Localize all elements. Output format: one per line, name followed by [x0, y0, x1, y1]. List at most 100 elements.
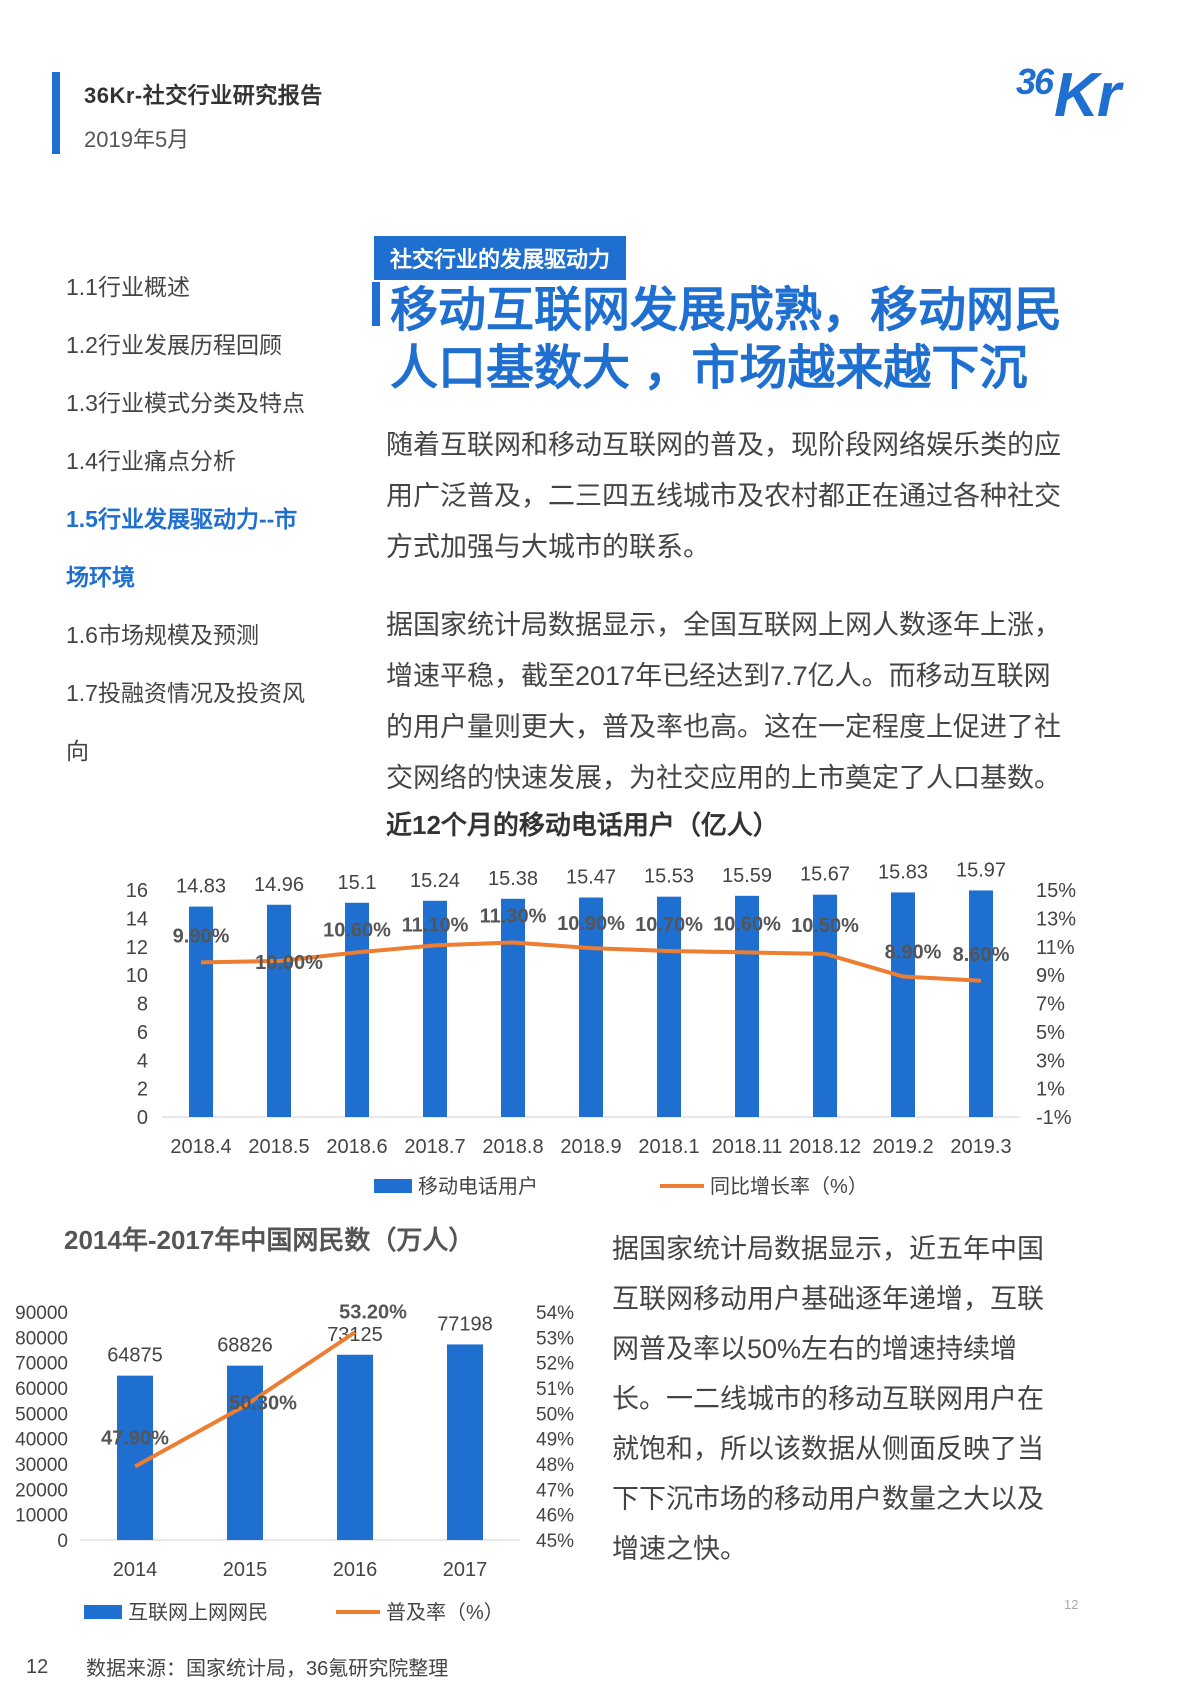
bar-value-label: 73125: [327, 1324, 383, 1346]
line-value-label: 47.90%: [101, 1428, 169, 1450]
bar: [267, 904, 291, 1117]
toc-item[interactable]: 1.2行业发展历程回顾: [66, 332, 282, 358]
y-axis-tick-label: 40000: [15, 1430, 68, 1451]
line-value-label: 10.50%: [791, 915, 859, 937]
toc-item[interactable]: 1.1行业概述: [66, 274, 190, 300]
bar: [657, 896, 681, 1117]
header-accent-bar: [52, 72, 60, 154]
y2-axis-tick-label: 11%: [1036, 937, 1075, 959]
paragraph-line: 长。一二线城市的移动互联网用户在: [612, 1384, 1044, 1414]
toc-item-active[interactable]: 1.5行业发展驱动力--市: [66, 506, 298, 532]
y-axis-tick-label: 30000: [15, 1455, 68, 1476]
bar: [189, 906, 213, 1117]
legend-label: 普及率（%）: [386, 1601, 504, 1624]
bar: [447, 1344, 483, 1540]
y-axis-tick-label: 2: [137, 1079, 148, 1101]
line-series: [200, 940, 982, 983]
paragraph-line: 方式加强与大城市的联系。: [386, 532, 710, 562]
y-axis-tick-label: 20000: [15, 1480, 68, 1501]
bar-value-label: 14.96: [254, 874, 304, 896]
x-axis-tick-label: 2017: [443, 1559, 488, 1581]
y2-axis-tick-label: 50%: [536, 1404, 574, 1425]
line-value-label: 11.10%: [402, 914, 469, 936]
bar-value-label: 15.24: [410, 870, 460, 892]
data-source: 数据来源：国家统计局，36氪研究院整理: [86, 1658, 449, 1680]
bar: [969, 890, 993, 1117]
paragraph-line: 随着互联网和移动互联网的普及，现阶段网络娱乐类的应: [386, 430, 1061, 460]
line-value-label: 10.60%: [713, 913, 781, 935]
y-axis-tick-label: 80000: [15, 1328, 68, 1349]
intro-paragraph: 随着互联网和移动互联网的普及，现阶段网络娱乐类的应 用广泛普及，二三四五线城市及…: [386, 420, 1106, 573]
y2-axis-tick-label: 48%: [536, 1455, 574, 1476]
line-value-label: 10.90%: [557, 913, 625, 935]
chart2-title: 2014年-2017年中国网民数（万人）: [64, 1225, 475, 1255]
y2-axis-tick-label: 1%: [1036, 1079, 1065, 1101]
x-axis-tick-label: 2018.8: [482, 1136, 543, 1158]
paragraph-line: 用广泛普及，二三四五线城市及农村都正在通过各种社交: [386, 481, 1061, 511]
paragraph-line: 下下沉市场的移动用户数量之大以及: [612, 1484, 1044, 1514]
bar-value-label: 64875: [107, 1345, 163, 1367]
toc-item[interactable]: 1.3行业模式分类及特点: [66, 390, 305, 416]
bar: [813, 894, 837, 1117]
bar: [735, 895, 759, 1117]
x-axis-tick-label: 2019.2: [872, 1136, 933, 1158]
y2-axis-tick-label: 52%: [536, 1354, 574, 1375]
paragraph-line: 就饱和，所以该数据从侧面反映了当: [612, 1434, 1044, 1464]
y-axis-tick-label: 0: [57, 1531, 68, 1552]
bar: [337, 1354, 373, 1540]
line-value-label: 8.90%: [885, 942, 942, 964]
line-value-label: 10.60%: [323, 919, 391, 941]
y-axis-tick-label: 10: [126, 965, 148, 987]
legend-label: 移动电话用户: [418, 1175, 538, 1198]
x-axis-tick-label: 2018.12: [789, 1136, 861, 1158]
toc-item[interactable]: 1.6市场规模及预测: [66, 622, 259, 648]
bar: [501, 898, 525, 1117]
paragraph-line: 据国家统计局数据显示，近五年中国: [612, 1234, 1044, 1264]
netizens-chart: 0 10000 20000 30000 40000 50000 60000 70000 8000…: [15, 1301, 574, 1624]
y-axis-tick-label: 60000: [15, 1379, 68, 1400]
y2-axis-tick-label: 5%: [1036, 1022, 1065, 1044]
bar-value-label: 15.67: [800, 864, 850, 886]
bar-value-label: 15.47: [566, 867, 616, 889]
toc-item[interactable]: 向: [66, 738, 89, 764]
x-axis-tick-label: 2018.4: [170, 1136, 231, 1158]
headline: 移动互联网发展成熟，移动网民 人口基数大 ，市场越来越下沉: [390, 282, 1110, 398]
paragraph-line: 增速之快。: [612, 1534, 747, 1564]
y-axis-tick-label: 70000: [15, 1354, 68, 1375]
y-axis-tick-label: 10000: [15, 1506, 68, 1527]
paragraph-line: 增速平稳，截至2017年已经达到7.7亿人。而移动互联网: [386, 661, 1051, 691]
x-axis-tick-label: 2018.11: [712, 1136, 783, 1158]
bar-value-label: 77198: [437, 1313, 493, 1335]
paragraph-line: 互联网移动用户基础逐年递增，互联: [612, 1284, 1044, 1314]
y-axis-tick-label: 4: [137, 1050, 148, 1072]
page-number-small: 12: [1064, 1597, 1079, 1612]
toc-item[interactable]: 1.4行业痛点分析: [66, 448, 236, 474]
report-title: 36Kr-社交行业研究报告: [84, 83, 323, 108]
toc-item[interactable]: 1.7投融资情况及投资风: [66, 680, 305, 706]
y2-axis-tick-label: 3%: [1036, 1050, 1065, 1072]
y2-axis-tick-label: 15%: [1036, 880, 1076, 902]
logo-36kr: 36Kr: [1016, 61, 1121, 130]
y2-axis-tick-label: 49%: [536, 1430, 574, 1451]
y2-axis-tick-label: 9%: [1036, 965, 1065, 987]
x-axis-tick-label: 2018.1: [638, 1136, 699, 1158]
y-axis-tick-label: 12: [126, 937, 148, 959]
bar: [423, 900, 447, 1117]
x-axis-tick-label: 2014: [113, 1559, 158, 1581]
y2-axis-tick-label: 53%: [536, 1328, 574, 1349]
y-axis-tick-label: 8: [137, 994, 148, 1016]
toc-sidebar: 1.1行业概述 1.2行业发展历程回顾 1.3行业模式分类及特点 1.4行业痛点…: [66, 258, 356, 780]
bar-value-label: 15.83: [878, 861, 928, 883]
y2-axis-tick-label: 47%: [536, 1480, 574, 1501]
bar-value-label: 15.59: [722, 865, 772, 887]
line-value-label: 10.70%: [635, 914, 703, 936]
legend-swatch-bar: [84, 1605, 122, 1619]
headline-line: 人口基数大 ，市场越来越下沉: [390, 342, 1028, 395]
bar-value-label: 68826: [217, 1335, 273, 1357]
bar-value-label: 15.53: [644, 866, 694, 888]
toc-item-active[interactable]: 场环境: [66, 564, 135, 590]
bar: [579, 897, 603, 1117]
y-axis-tick-label: 14: [126, 908, 148, 930]
paragraph-line: 网普及率以50%左右的增速持续增: [612, 1334, 1018, 1364]
x-axis-tick-label: 2015: [223, 1559, 268, 1581]
